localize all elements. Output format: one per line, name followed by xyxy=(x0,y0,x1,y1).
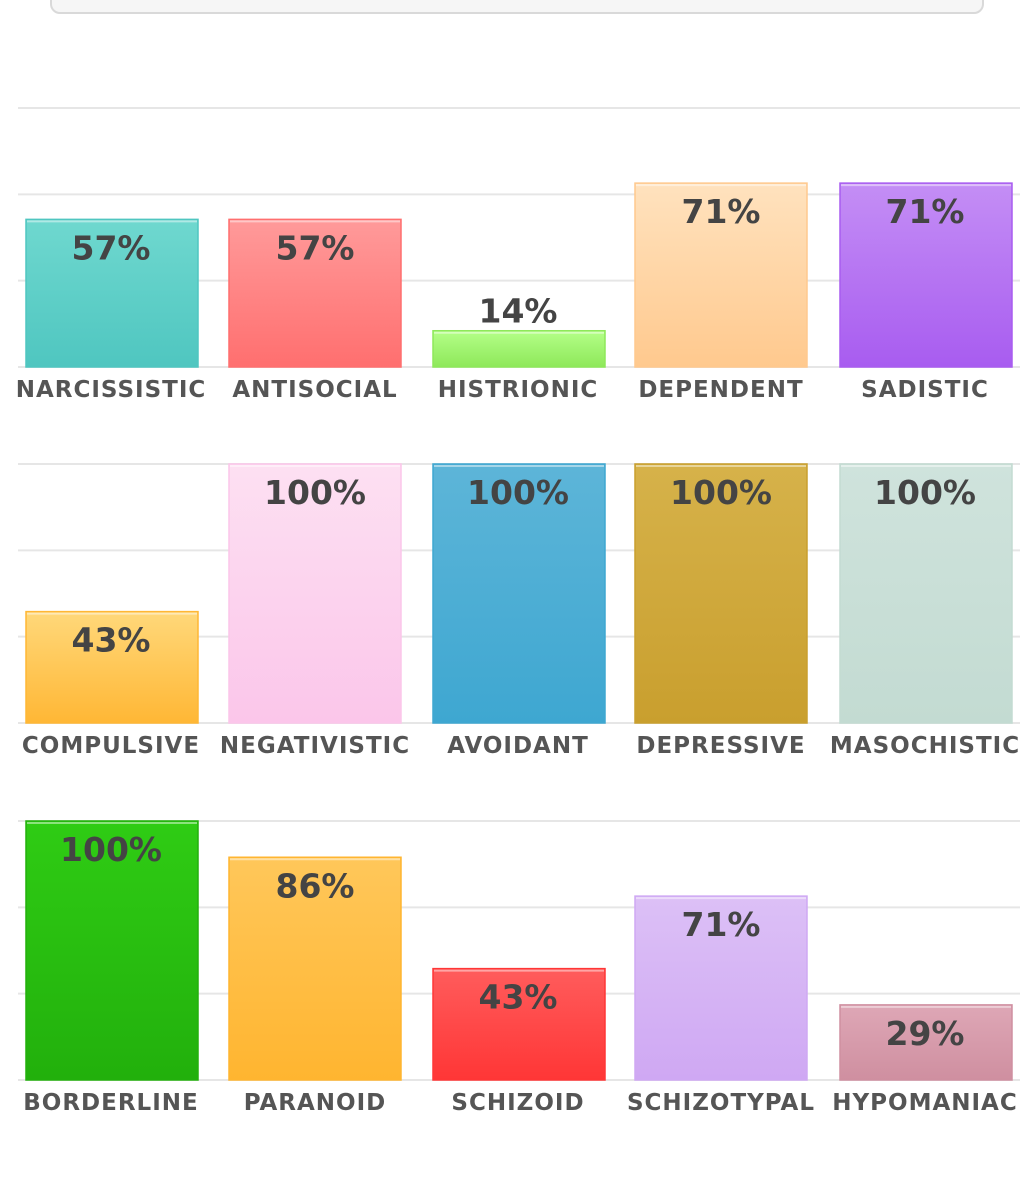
value-label: 100% xyxy=(467,473,569,512)
chart-panel-2: 43% COMPULSIVE 100% NEGATIVISTIC 100% AVOIDAN… xyxy=(18,463,1020,759)
bar-dependent xyxy=(634,182,808,368)
bar-masochistic xyxy=(839,463,1013,724)
category-label: AVOIDANT xyxy=(447,733,589,759)
value-label: 57% xyxy=(276,228,355,267)
bar-narcissistic xyxy=(25,218,199,368)
value-label: 71% xyxy=(682,192,761,231)
bar-sadistic xyxy=(839,182,1013,368)
category-label: SCHIZOTYPAL xyxy=(627,1090,815,1116)
category-label: ANTISOCIAL xyxy=(232,377,397,403)
chart-panel-1: 57% NARCISSISTIC 57% ANTISOCIAL 14% HISTRIONI… xyxy=(16,107,1020,403)
bar-paranoid xyxy=(228,856,402,1081)
category-label: PARANOID xyxy=(244,1090,387,1116)
category-label: NEGATIVISTIC xyxy=(220,733,410,759)
bar-schizoid xyxy=(432,967,606,1081)
category-label: NARCISSISTIC xyxy=(16,377,207,403)
category-label: COMPULSIVE xyxy=(22,733,200,759)
chart-panel-3: 100% BORDERLINE 86% PARANOID 43% SCHIZOID 71% S… xyxy=(18,820,1020,1116)
category-label: SADISTIC xyxy=(861,377,989,403)
value-label: 71% xyxy=(886,192,965,231)
value-label: 100% xyxy=(264,473,366,512)
value-label: 29% xyxy=(886,1014,965,1053)
category-label: DEPRESSIVE xyxy=(636,733,805,759)
value-label: 43% xyxy=(72,621,151,660)
value-label: 71% xyxy=(682,905,761,944)
bar-antisocial xyxy=(228,218,402,368)
value-label: 14% xyxy=(479,292,558,331)
bar-negativistic xyxy=(228,463,402,724)
bar-borderline xyxy=(25,820,199,1081)
bar-schizotypal xyxy=(634,895,808,1081)
category-label: BORDERLINE xyxy=(23,1090,198,1116)
category-label: HISTRIONIC xyxy=(438,377,599,403)
top-panel xyxy=(50,0,984,14)
bar-hypomaniac xyxy=(839,1004,1013,1081)
category-label: DEPENDENT xyxy=(638,377,803,403)
bar-depressive xyxy=(634,463,808,724)
value-label: 43% xyxy=(479,978,558,1017)
value-label: 100% xyxy=(670,473,772,512)
category-label: HYPOMANIAC xyxy=(832,1090,1018,1116)
category-label: MASOCHISTIC xyxy=(830,733,1020,759)
value-label: 57% xyxy=(72,228,151,267)
bar-compulsive xyxy=(25,610,199,724)
value-label: 86% xyxy=(276,866,355,905)
value-label: 100% xyxy=(60,830,162,869)
bar-histrionic xyxy=(432,329,606,368)
bar-avoidant xyxy=(432,463,606,724)
category-label: SCHIZOID xyxy=(451,1090,584,1116)
value-label: 100% xyxy=(874,473,976,512)
